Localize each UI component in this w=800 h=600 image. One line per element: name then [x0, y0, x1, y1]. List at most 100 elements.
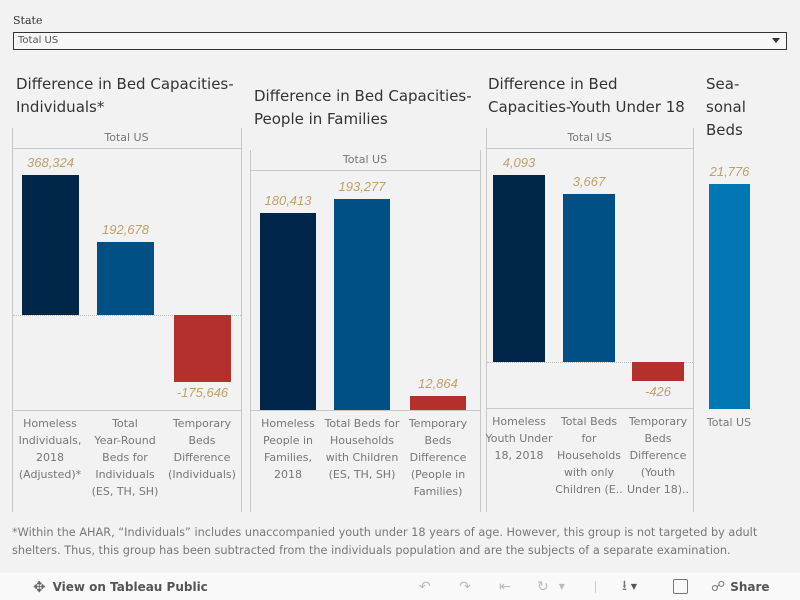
category-label-line: Families,	[264, 451, 312, 464]
bar[interactable]	[709, 184, 750, 409]
bar[interactable]	[174, 315, 231, 382]
view-on-tableau-public-label: View on Tableau Public	[52, 579, 208, 594]
category-label-line: (ES, TH, SH)	[91, 485, 159, 498]
share-icon: ☍	[711, 578, 726, 595]
bar-value-label: 180,413	[264, 193, 312, 209]
category-label-line: Homeless	[23, 417, 77, 430]
category-label: Homeless Individuals, 2018 (Adjusted)*	[12, 415, 88, 483]
fullscreen-button[interactable]	[673, 573, 688, 600]
tableau-toolbar: ✥ View on Tableau Public ↶ ↷ ⇤ ↻ ▼ ⭳ ▼ ☍ S…	[0, 573, 800, 600]
category-label: Temporary Beds Difference (People in Familie…	[400, 415, 476, 500]
chart-title-line: Capacities-Youth Under 18	[488, 98, 685, 116]
category-label-line: Total Beds	[560, 415, 618, 428]
category-label-line: Households	[330, 434, 394, 447]
category-label: Homeless Youth Under 18, 2018	[481, 413, 557, 464]
bar-value-label: 193,277	[338, 179, 386, 194]
pane-border-right	[480, 150, 481, 512]
category-label-line: with only	[563, 466, 615, 479]
zero-line	[13, 315, 241, 316]
redo-button[interactable]: ↷	[459, 573, 471, 600]
category-label-line: Beds for	[102, 451, 148, 464]
category-label-line: 2018	[36, 451, 64, 464]
chart-title: Difference in Bed Capacities- Individuals…	[16, 73, 234, 119]
tableau-logo-icon: ✥	[33, 577, 46, 596]
bar-value-label: -426	[644, 384, 672, 400]
category-label-line: Difference	[629, 449, 687, 462]
chart-title-line: Individuals*	[16, 98, 105, 116]
bar-value-label: 368,324	[27, 155, 74, 170]
bar-value-label: 21,776	[709, 164, 750, 179]
pane-header-divider	[486, 148, 693, 149]
category-label-line: (Individuals)	[168, 468, 236, 481]
share-button[interactable]: ☍ Share	[711, 573, 770, 600]
state-filter-dropdown[interactable]: Total US	[13, 32, 787, 50]
download-icon: ⭳	[622, 577, 627, 594]
category-label-line: Beds	[424, 434, 452, 447]
pane-header-divider	[12, 148, 241, 149]
download-dropdown-icon: ▼	[630, 582, 638, 591]
chart-title-line: Difference in Bed	[488, 75, 618, 93]
pane-header-label: Total US	[342, 153, 388, 166]
category-label: Temporary Beds Difference (Youth Under 18)..	[620, 413, 696, 498]
pane-header-label: Total US	[567, 131, 612, 144]
category-label-line: Year-Round	[94, 434, 156, 447]
bar[interactable]	[410, 395, 466, 410]
pane-border-left	[486, 128, 487, 512]
chart-title: Difference in Bed Capacities- People in F…	[254, 85, 472, 131]
category-label-line: for	[581, 432, 597, 445]
axis-divider	[250, 410, 480, 411]
category-label: Homeless People in Families, 2018	[250, 415, 326, 483]
bar[interactable]	[260, 213, 316, 410]
category-label-line: Households	[557, 449, 621, 462]
bar[interactable]	[563, 194, 615, 362]
category-label-line: Beds	[188, 434, 216, 447]
bar-value-label: 12,864	[418, 375, 458, 391]
bar-value-label: -175,646	[176, 384, 229, 400]
pane-border-left	[12, 128, 13, 512]
chart-title-line: sonal	[706, 98, 746, 116]
chart-title-line: Beds	[706, 121, 743, 139]
category-label-line: Beds	[644, 432, 672, 445]
category-label-line: with Children	[325, 451, 399, 464]
category-label-line: Temporary	[628, 415, 688, 428]
category-label-line: Children (E..	[555, 483, 623, 496]
refresh-dropdown-icon[interactable]: ▼	[558, 582, 565, 591]
chart-title-line: People in Families	[254, 110, 388, 128]
category-label-line: Families)	[413, 485, 463, 498]
undo-button[interactable]: ↶	[419, 573, 431, 600]
refresh-button[interactable]: ↻ ▼	[537, 573, 565, 600]
download-button[interactable]: ⭳ ▼	[622, 573, 637, 600]
category-label-line: Youth Under	[485, 432, 553, 445]
pane-border-left	[693, 128, 694, 512]
bar[interactable]	[22, 175, 79, 315]
category-label-line: Under 18)..	[626, 483, 690, 496]
category-label-line: (ES, TH, SH)	[328, 468, 396, 481]
fullscreen-icon	[673, 579, 688, 594]
pane-border-right	[241, 128, 242, 512]
bar-value-label: 3,667	[572, 174, 606, 190]
bar[interactable]	[334, 199, 390, 410]
state-filter-value: Total US	[18, 35, 59, 46]
pane-border-left	[250, 150, 251, 512]
bar[interactable]	[632, 362, 684, 382]
bar[interactable]	[97, 241, 154, 315]
revert-button[interactable]: ⇤	[499, 573, 511, 600]
category-label-line: (People in	[410, 468, 466, 481]
bar[interactable]	[493, 175, 545, 362]
chart-title: Sea-sonal Beds	[706, 73, 746, 142]
category-label: Total US	[691, 414, 767, 431]
undo-icon: ↶	[419, 578, 431, 595]
category-label: Total Year-Round Beds for Individuals (ES, T…	[87, 415, 163, 500]
bar-value-label: 4,093	[502, 155, 536, 170]
view-on-tableau-public-button[interactable]: ✥ View on Tableau Public	[33, 573, 208, 600]
category-label-line: Temporary	[408, 417, 468, 430]
category-label-line: (Adjusted)*	[18, 468, 82, 481]
category-label-line: Homeless	[261, 417, 315, 430]
category-label-line: Total US	[706, 416, 752, 429]
category-label-line: Difference	[409, 451, 467, 464]
category-label-line: Individuals,	[18, 434, 82, 447]
chart-title: Difference in Bed Capacities-Youth Under …	[488, 73, 685, 119]
chart-title-line: Difference in Bed Capacities-	[254, 87, 472, 105]
chevron-down-icon[interactable]	[772, 38, 780, 43]
chart-title-line: Sea-	[706, 75, 740, 93]
